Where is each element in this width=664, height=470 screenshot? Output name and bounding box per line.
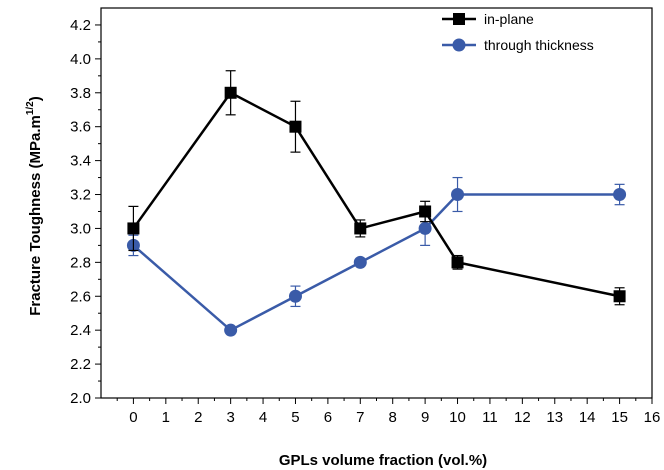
x-tick-label: 14 [579,409,596,426]
y-tick-label: 3.8 [70,85,91,102]
x-tick-label: 10 [449,409,466,426]
series-through-thickness [126,176,627,337]
data-point-square [127,222,140,235]
legend-item-through-thickness: through thickness [442,37,594,53]
data-point-square [354,222,367,235]
legend-item-in-plane: in-plane [442,11,534,27]
y-axis-title-tail: ) [27,96,44,101]
data-point-circle [224,323,238,337]
y-tick-label: 2.8 [70,254,91,271]
x-axis: 0 1 2 3 4 5 6 7 8 9 10 11 12 13 14 15 16 [116,398,661,426]
legend: in-plane through thickness [442,11,594,53]
series-in-plane [127,70,626,306]
data-point-square [613,290,626,303]
y-tick-label: 3.6 [70,119,91,136]
data-point-circle [451,188,465,202]
x-tick-label: 1 [162,409,170,426]
y-axis: 2.0 2.2 2.4 2.6 2.8 3.0 3.2 3.4 3.6 3.8 4.0 4.2 [70,17,101,407]
y-tick-label: 4.0 [70,51,91,68]
data-point-circle [353,255,367,269]
legend-label: through thickness [484,37,594,53]
y-tick-label: 4.2 [70,17,91,34]
series-layer [126,70,627,337]
x-axis-title: GPLs volume fraction (vol.%) [279,452,487,469]
x-tick-label: 16 [644,409,661,426]
x-tick-label: 12 [514,409,531,426]
legend-marker-circle [452,38,466,52]
series-line [132,193,620,332]
x-tick-label: 4 [259,409,267,426]
x-tick-label: 9 [421,409,429,426]
plot-border [100,7,653,399]
data-point-circle [288,289,302,303]
y-axis-title: Fracture Toughness (MPa.m1/2) [25,96,44,316]
x-tick-label: 7 [356,409,364,426]
x-tick-label: 15 [611,409,628,426]
y-tick-label: 3.4 [70,153,91,170]
legend-label: in-plane [484,11,534,27]
x-tick-label: 6 [324,409,332,426]
x-tick-label: 11 [482,409,498,426]
y-tick-label: 2.4 [70,322,91,339]
data-point-square [224,86,237,99]
plot-frame [100,7,653,399]
x-tick-label: 3 [226,409,234,426]
x-tick-label: 2 [194,409,202,426]
y-axis-title-main: Fracture Toughness (MPa.m [27,115,44,316]
y-axis-title-superscript: 1/2 [25,101,36,115]
data-point-circle [613,188,627,202]
y-tick-label: 2.0 [70,390,91,407]
data-point-circle [418,221,432,235]
x-tick-label: 8 [389,409,397,426]
y-tick-label: 3.2 [70,187,91,204]
x-tick-label: 0 [129,409,137,426]
data-point-square [451,256,464,269]
y-tick-label: 2.6 [70,288,91,305]
legend-marker-square [453,13,465,25]
y-tick-label: 3.0 [70,220,91,237]
data-point-square [419,205,432,218]
data-point-square [289,120,302,133]
x-tick-label: 5 [291,409,299,426]
x-tick-label: 13 [546,409,563,426]
y-tick-label: 2.2 [70,356,91,373]
